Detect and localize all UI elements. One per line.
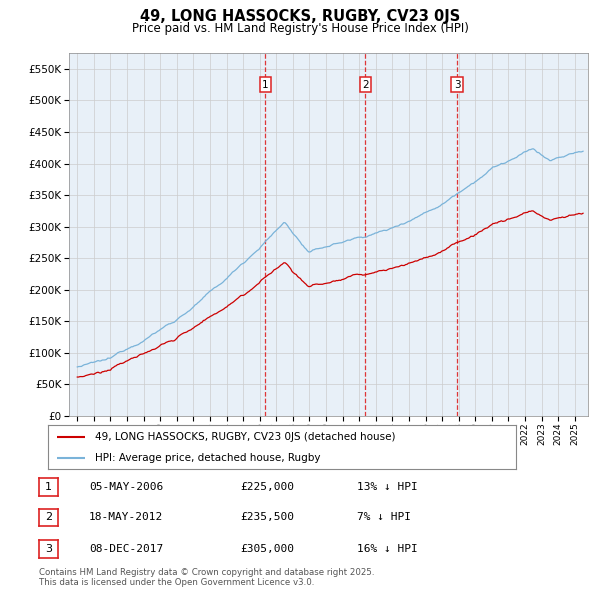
Text: HPI: Average price, detached house, Rugby: HPI: Average price, detached house, Rugb…	[95, 453, 320, 463]
Text: 05-MAY-2006: 05-MAY-2006	[89, 482, 163, 491]
Text: 7% ↓ HPI: 7% ↓ HPI	[357, 513, 411, 522]
Text: £235,500: £235,500	[240, 513, 294, 522]
Text: Price paid vs. HM Land Registry's House Price Index (HPI): Price paid vs. HM Land Registry's House …	[131, 22, 469, 35]
Text: 16% ↓ HPI: 16% ↓ HPI	[357, 544, 418, 553]
Text: Contains HM Land Registry data © Crown copyright and database right 2025.
This d: Contains HM Land Registry data © Crown c…	[39, 568, 374, 587]
Text: 49, LONG HASSOCKS, RUGBY, CV23 0JS: 49, LONG HASSOCKS, RUGBY, CV23 0JS	[140, 9, 460, 24]
Text: 2: 2	[45, 513, 52, 522]
Text: 49, LONG HASSOCKS, RUGBY, CV23 0JS (detached house): 49, LONG HASSOCKS, RUGBY, CV23 0JS (deta…	[95, 432, 395, 442]
Text: 08-DEC-2017: 08-DEC-2017	[89, 544, 163, 553]
Text: 1: 1	[45, 482, 52, 491]
Text: £305,000: £305,000	[240, 544, 294, 553]
Text: 3: 3	[45, 544, 52, 553]
Text: 1: 1	[262, 80, 269, 90]
Text: 13% ↓ HPI: 13% ↓ HPI	[357, 482, 418, 491]
Text: 2: 2	[362, 80, 369, 90]
Text: 18-MAY-2012: 18-MAY-2012	[89, 513, 163, 522]
Text: 3: 3	[454, 80, 461, 90]
Text: £225,000: £225,000	[240, 482, 294, 491]
